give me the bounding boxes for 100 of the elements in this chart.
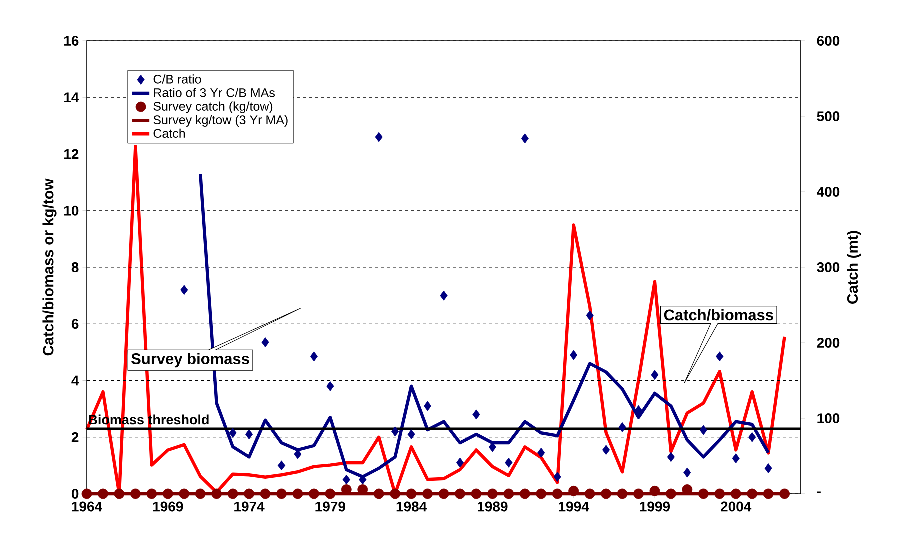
point [618,422,626,432]
point [390,488,401,500]
point [245,430,254,440]
point [667,452,675,462]
y-tick-label: 12 [64,149,79,160]
y-tick-label: 16 [64,36,79,46]
point [730,488,742,500]
point [292,488,304,500]
point [422,488,433,500]
point [408,430,416,440]
point [260,488,271,500]
point [634,488,644,500]
point [700,425,708,436]
y-tick-label: 6 [72,319,79,330]
point [584,488,596,500]
point [325,488,336,500]
point [308,488,320,500]
x-tick-label: 1964 [72,502,102,512]
point [698,488,709,500]
point [195,488,206,500]
legend-label: Survey kg/tow (3 Yr MA) [154,115,288,127]
point [552,488,563,500]
y2-tick-label: 300 [817,262,840,272]
y2-tick-label: 600 [817,36,840,46]
point [375,132,383,142]
x-tick-label: 1999 [640,502,670,512]
y-axis-title: Catch/biomass or kg/tow [42,178,57,356]
point [146,488,158,500]
y2-tick-label: 400 [817,187,840,197]
point [602,445,610,456]
legend-label: Survey catch (kg/tow) [154,102,273,114]
point [651,370,659,380]
point [229,428,237,438]
point [406,488,417,500]
point [310,352,318,362]
point [98,488,108,500]
point [244,488,254,500]
point [666,488,676,500]
point [568,486,580,496]
y-tick-label: 0 [72,489,79,499]
point [455,488,466,500]
x-tick-label: 1979 [316,502,346,512]
point [359,474,367,485]
point [114,488,125,500]
point [601,488,612,500]
point [162,488,174,500]
y2-tick-label: 500 [817,112,840,122]
point [180,285,188,296]
point [617,488,628,500]
point [747,488,758,500]
point [374,488,384,500]
point [130,488,141,500]
legend-label: Ratio of 3 Yr C/B MAs [154,88,275,98]
y-tick-label: 10 [64,206,79,216]
point [650,486,660,496]
point [536,488,547,500]
point [634,405,643,416]
x-tick-label: 1989 [478,502,508,512]
legend-label: C/B ratio [154,74,202,84]
point [586,310,594,321]
point [487,488,498,500]
point [342,474,350,485]
point [276,488,287,500]
point [714,488,726,500]
point [538,448,546,458]
point [82,488,92,500]
point [278,460,286,471]
point [326,381,334,392]
legend-label: Catch [154,128,186,138]
point [763,488,774,500]
point [471,488,482,500]
y-tick-label: 2 [72,432,79,442]
point [521,134,529,144]
point [179,488,190,500]
y-tick-label: 14 [64,92,80,102]
point [212,488,222,500]
point [392,426,400,437]
point [732,454,740,464]
point [424,401,432,412]
point [228,488,238,500]
y2-tick-label: 100 [818,414,840,424]
point [440,290,448,301]
point [504,488,514,500]
y2-tick-label: 200 [817,338,840,348]
x-tick-label: 2004 [721,502,752,512]
point [748,432,756,442]
point [570,350,578,360]
point [554,472,562,482]
y2-tick-label: - [817,492,821,494]
point [472,410,480,420]
point [684,468,692,478]
y-tick-label: 4 [72,376,80,386]
point [716,352,724,362]
point [262,338,270,348]
point [520,488,530,500]
y2-axis-title: Catch (mt) [847,231,862,304]
x-tick-label: 1994 [559,502,590,512]
point [764,464,772,474]
point [505,458,513,468]
x-tick-label: 1974 [234,502,265,512]
